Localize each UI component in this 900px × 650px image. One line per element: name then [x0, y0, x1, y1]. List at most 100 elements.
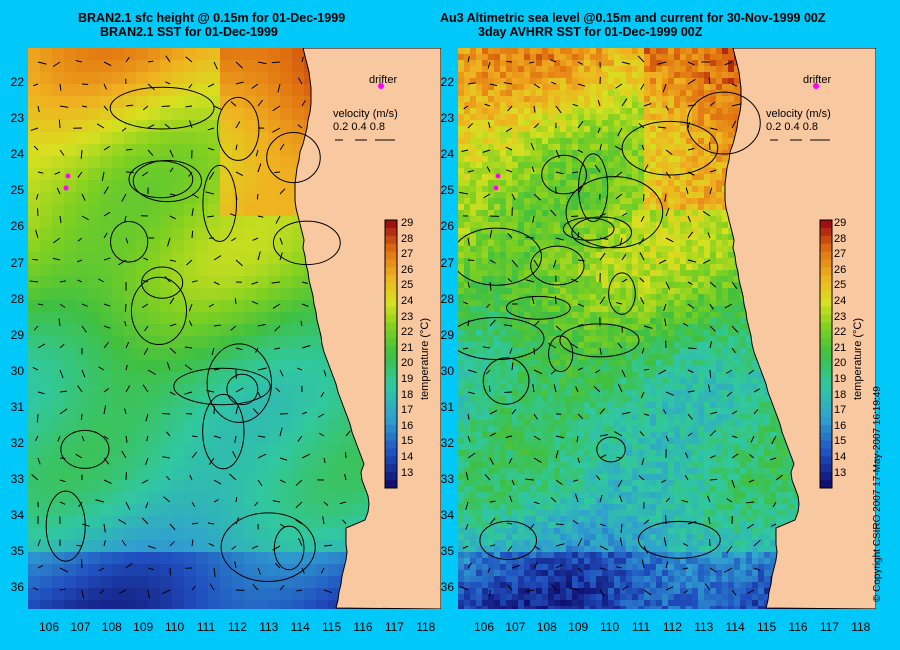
sst-cell	[52, 576, 64, 588]
sst-cell	[220, 444, 232, 456]
velocity-arrow	[146, 435, 149, 442]
sst-cell	[656, 102, 662, 108]
sst-cell	[52, 192, 64, 204]
sst-cell	[124, 480, 136, 492]
sst-cell	[530, 54, 536, 60]
sst-cell	[584, 270, 590, 276]
sst-cell	[686, 186, 692, 192]
sst-cell	[304, 516, 316, 528]
sst-cell	[340, 480, 352, 492]
sst-cell	[100, 372, 112, 384]
sst-cell	[614, 264, 620, 270]
sst-cell	[52, 468, 64, 480]
sst-cell	[590, 192, 596, 198]
sst-cell	[692, 282, 698, 288]
sst-cell	[232, 564, 244, 576]
sst-cell	[172, 300, 184, 312]
sst-cell	[184, 180, 196, 192]
sst-cell	[160, 204, 172, 216]
sst-cell	[488, 162, 494, 168]
sst-cell	[668, 192, 674, 198]
sst-cell	[280, 456, 292, 468]
velocity-arrow	[96, 123, 105, 129]
sst-cell	[542, 222, 548, 228]
sst-cell	[650, 102, 656, 108]
sst-cell	[518, 252, 524, 258]
sst-cell	[464, 294, 470, 300]
sst-cell	[470, 210, 476, 216]
sst-cell	[704, 126, 710, 132]
sst-cell	[686, 132, 692, 138]
sst-cell	[458, 264, 464, 270]
sst-cell	[536, 96, 542, 102]
sst-cell	[304, 408, 316, 420]
sst-cell	[626, 78, 632, 84]
sst-cell	[608, 90, 614, 96]
sst-cell	[626, 228, 632, 234]
sst-cell	[680, 288, 686, 294]
sst-cell	[232, 492, 244, 504]
sst-cell	[40, 312, 52, 324]
sst-cell	[112, 396, 124, 408]
sst-cell	[656, 258, 662, 264]
sst-cell	[566, 246, 572, 252]
sst-cell	[76, 48, 88, 60]
sst-cell	[536, 294, 542, 300]
sst-cell	[124, 420, 136, 432]
sst-cell	[674, 150, 680, 156]
sst-cell	[488, 72, 494, 78]
sst-cell	[566, 126, 572, 132]
sst-cell	[220, 312, 232, 324]
sst-cell	[292, 132, 304, 144]
sst-cell	[40, 192, 52, 204]
sst-cell	[686, 294, 692, 300]
sst-cell	[52, 588, 64, 600]
sst-cell	[572, 228, 578, 234]
sst-cell	[674, 162, 680, 168]
sst-cell	[184, 528, 196, 540]
velocity-arrow	[235, 144, 238, 151]
sst-cell	[256, 528, 268, 540]
sst-cell	[692, 180, 698, 186]
sst-cell	[554, 192, 560, 198]
sst-cell	[208, 444, 220, 456]
sst-cell	[244, 564, 256, 576]
sst-cell	[88, 204, 100, 216]
sst-cell	[256, 576, 268, 588]
sst-cell	[244, 72, 256, 84]
sst-cell	[578, 210, 584, 216]
sst-cell	[256, 108, 268, 120]
velocity-arrow	[205, 191, 215, 195]
sst-cell	[506, 54, 512, 60]
sst-cell	[28, 396, 40, 408]
velocity-arrow	[144, 325, 149, 332]
sst-cell	[500, 72, 506, 78]
sst-cell	[328, 468, 340, 480]
sst-cell	[88, 252, 100, 264]
sst-cell	[148, 96, 160, 108]
sst-cell	[626, 168, 632, 174]
sst-cell	[518, 288, 524, 294]
sst-cell	[464, 222, 470, 228]
sst-cell	[686, 156, 692, 162]
sst-cell	[596, 282, 602, 288]
sst-cell	[196, 468, 208, 480]
sst-cell	[578, 216, 584, 222]
velocity-arrow	[295, 519, 303, 525]
sst-cell	[88, 516, 100, 528]
sst-cell	[584, 156, 590, 162]
sst-cell	[52, 324, 64, 336]
sst-cell	[566, 204, 572, 210]
sst-cell	[674, 198, 680, 204]
sst-cell	[184, 420, 196, 432]
velocity-arrow	[81, 589, 85, 599]
sst-cell	[476, 78, 482, 84]
sst-cell	[578, 126, 584, 132]
sst-cell	[244, 588, 256, 600]
sst-cell	[28, 588, 40, 600]
sst-cell	[500, 270, 506, 276]
sst-cell	[464, 114, 470, 120]
sst-cell	[268, 420, 280, 432]
sst-cell	[172, 504, 184, 516]
sst-cell	[542, 150, 548, 156]
